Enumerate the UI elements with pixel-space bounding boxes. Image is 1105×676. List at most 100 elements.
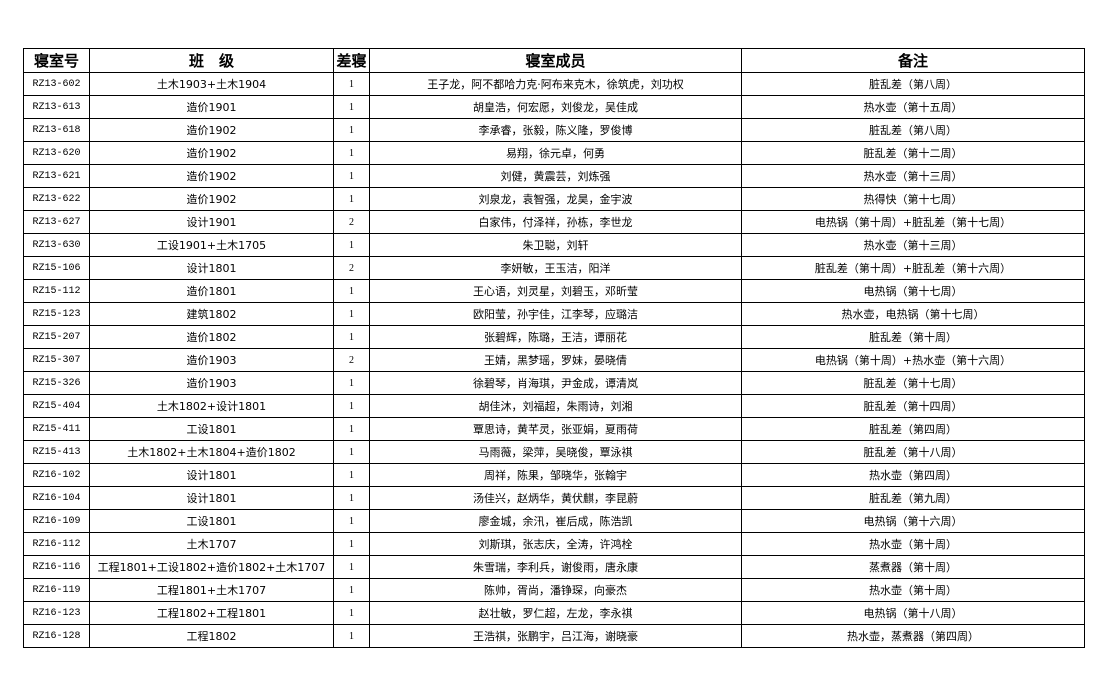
members-cell: 欧阳莹，孙宇佳，江李琴，应璐洁: [369, 302, 742, 326]
class-cell: 设计1801: [89, 463, 334, 487]
class-cell: 设计1901: [89, 210, 334, 234]
room-cell: RZ13-620: [23, 141, 90, 165]
class-cell: 设计1801: [89, 256, 334, 280]
room-cell: RZ15-112: [23, 279, 90, 303]
room-cell: RZ16-102: [23, 463, 90, 487]
members-cell: 白家伟，付泽祥，孙栋，李世龙: [369, 210, 742, 234]
members-cell: 马雨薇，梁萍，吴晓俊，覃泳祺: [369, 440, 742, 464]
count-cell: 1: [333, 555, 370, 579]
room-cell: RZ16-109: [23, 509, 90, 533]
note-cell: 蒸煮器（第十周）: [741, 555, 1085, 579]
note-cell: 脏乱差（第十周）+脏乱差（第十六周）: [741, 256, 1085, 280]
note-cell: 热水壶（第十三周）: [741, 233, 1085, 257]
class-cell: 造价1903: [89, 371, 334, 395]
count-cell: 1: [333, 325, 370, 349]
members-cell: 徐碧琴，肖海琪，尹金成，谭清岚: [369, 371, 742, 395]
table-row: RZ15-123 建筑1802 1 欧阳莹，孙宇佳，江李琴，应璐洁 热水壶，电热锅（第十…: [23, 302, 1085, 326]
header-members: 寝室成员: [369, 48, 742, 73]
members-cell: 刘泉龙，袁智强，龙昊，金宇波: [369, 187, 742, 211]
dorm-inspection-table: 寝室号 班 级 差寝 寝室成员 备注 RZ13-602 土木1903+土木1904…: [23, 48, 1085, 648]
note-cell: 脏乱差（第十七周）: [741, 371, 1085, 395]
count-cell: 1: [333, 95, 370, 119]
count-cell: 1: [333, 118, 370, 142]
room-cell: RZ13-622: [23, 187, 90, 211]
count-cell: 1: [333, 371, 370, 395]
note-cell: 脏乱差（第九周）: [741, 486, 1085, 510]
class-cell: 造价1903: [89, 348, 334, 372]
count-cell: 1: [333, 164, 370, 188]
members-cell: 周祥，陈果，邹晓华，张翰宇: [369, 463, 742, 487]
table-row: RZ15-207 造价1802 1 张碧辉，陈璐，王洁，谭丽花 脏乱差（第十周）: [23, 325, 1085, 349]
class-cell: 工程1802+工程1801: [89, 601, 334, 625]
members-cell: 张碧辉，陈璐，王洁，谭丽花: [369, 325, 742, 349]
note-cell: 热得快（第十七周）: [741, 187, 1085, 211]
class-cell: 造价1902: [89, 164, 334, 188]
class-cell: 造价1902: [89, 187, 334, 211]
members-cell: 胡皇浩，何宏愿，刘俊龙，吴佳成: [369, 95, 742, 119]
class-cell: 工设1801: [89, 417, 334, 441]
table-row: RZ16-119 工程1801+土木1707 1 陈帅，胥尚，潘铮琛，向豪杰 热水壶（第…: [23, 578, 1085, 602]
room-cell: RZ13-630: [23, 233, 90, 257]
table-row: RZ13-627 设计1901 2 白家伟，付泽祥，孙栋，李世龙 电热锅（第十周）+脏乱…: [23, 210, 1085, 234]
note-cell: 热水壶（第四周）: [741, 463, 1085, 487]
count-cell: 1: [333, 532, 370, 556]
table-row: RZ13-618 造价1902 1 李承睿，张毅，陈义隆，罗俊博 脏乱差（第八周）: [23, 118, 1085, 142]
count-cell: 1: [333, 578, 370, 602]
note-cell: 电热锅（第十六周）: [741, 509, 1085, 533]
room-cell: RZ15-413: [23, 440, 90, 464]
class-cell: 设计1801: [89, 486, 334, 510]
table-row: RZ16-116 工程1801+工设1802+造价1802+土木1707 1 朱雪瑞，…: [23, 555, 1085, 579]
room-cell: RZ13-618: [23, 118, 90, 142]
room-cell: RZ15-307: [23, 348, 90, 372]
note-cell: 电热锅（第十七周）: [741, 279, 1085, 303]
count-cell: 1: [333, 141, 370, 165]
note-cell: 电热锅（第十周）+热水壶（第十六周）: [741, 348, 1085, 372]
room-cell: RZ16-123: [23, 601, 90, 625]
room-cell: RZ13-613: [23, 95, 90, 119]
table-row: RZ13-613 造价1901 1 胡皇浩，何宏愿，刘俊龙，吴佳成 热水壶（第十五周）: [23, 95, 1085, 119]
room-cell: RZ15-404: [23, 394, 90, 418]
class-cell: 造价1902: [89, 118, 334, 142]
class-cell: 工程1801+土木1707: [89, 578, 334, 602]
note-cell: 热水壶，蒸煮器（第四周）: [741, 624, 1085, 648]
table-body: RZ13-602 土木1903+土木1904 1 王子龙，阿不都哈力克·阿布来克木，徐…: [23, 72, 1085, 648]
room-cell: RZ15-207: [23, 325, 90, 349]
room-cell: RZ16-116: [23, 555, 90, 579]
note-cell: 脏乱差（第十二周）: [741, 141, 1085, 165]
note-cell: 热水壶，电热锅（第十七周）: [741, 302, 1085, 326]
table-row: RZ15-326 造价1903 1 徐碧琴，肖海琪，尹金成，谭清岚 脏乱差（第十七周）: [23, 371, 1085, 395]
members-cell: 王浩祺，张鹏宇，吕江海，谢晓豪: [369, 624, 742, 648]
class-cell: 造价1802: [89, 325, 334, 349]
members-cell: 陈帅，胥尚，潘铮琛，向豪杰: [369, 578, 742, 602]
note-cell: 热水壶（第十五周）: [741, 95, 1085, 119]
members-cell: 刘斯琪，张志庆，全涛，许鸿栓: [369, 532, 742, 556]
table-row: RZ15-307 造价1903 2 王婧，黑梦瑶，罗妹，晏晓倩 电热锅（第十周）+热水壶…: [23, 348, 1085, 372]
count-cell: 1: [333, 486, 370, 510]
table-row: RZ16-109 工设1801 1 廖金城，余汛，崔后成，陈浩凯 电热锅（第十六周）: [23, 509, 1085, 533]
count-cell: 1: [333, 302, 370, 326]
table-row: RZ15-411 工设1801 1 覃思诗，黄芊灵，张亚娟，夏雨荷 脏乱差（第四周）: [23, 417, 1085, 441]
class-cell: 工程1801+工设1802+造价1802+土木1707: [89, 555, 334, 579]
note-cell: 热水壶（第十周）: [741, 532, 1085, 556]
table-row: RZ13-620 造价1902 1 易翔，徐元卓，何勇 脏乱差（第十二周）: [23, 141, 1085, 165]
class-cell: 造价1901: [89, 95, 334, 119]
members-cell: 刘健，黄震芸，刘炼强: [369, 164, 742, 188]
note-cell: 热水壶（第十三周）: [741, 164, 1085, 188]
note-cell: 电热锅（第十八周）: [741, 601, 1085, 625]
table-row: RZ13-630 工设1901+土木1705 1 朱卫聪，刘轩 热水壶（第十三周）: [23, 233, 1085, 257]
table-row: RZ16-123 工程1802+工程1801 1 赵壮敏，罗仁超，左龙，李永祺 电热锅（…: [23, 601, 1085, 625]
room-cell: RZ15-106: [23, 256, 90, 280]
class-cell: 建筑1802: [89, 302, 334, 326]
table-row: RZ16-128 工程1802 1 王浩祺，张鹏宇，吕江海，谢晓豪 热水壶，蒸煮器（第四…: [23, 624, 1085, 648]
count-cell: 1: [333, 394, 370, 418]
members-cell: 朱卫聪，刘轩: [369, 233, 742, 257]
table-row: RZ16-102 设计1801 1 周祥，陈果，邹晓华，张翰宇 热水壶（第四周）: [23, 463, 1085, 487]
members-cell: 王心语，刘灵星，刘碧玉，邓昕莹: [369, 279, 742, 303]
count-cell: 2: [333, 256, 370, 280]
class-cell: 工设1801: [89, 509, 334, 533]
table-row: RZ16-104 设计1801 1 汤佳兴，赵炳华，黄伏麒，李昆蔚 脏乱差（第九周）: [23, 486, 1085, 510]
members-cell: 王子龙，阿不都哈力克·阿布来克木，徐筑虎，刘功权: [369, 72, 742, 96]
members-cell: 朱雪瑞，李利兵，谢俊雨，唐永康: [369, 555, 742, 579]
members-cell: 赵壮敏，罗仁超，左龙，李永祺: [369, 601, 742, 625]
count-cell: 1: [333, 233, 370, 257]
